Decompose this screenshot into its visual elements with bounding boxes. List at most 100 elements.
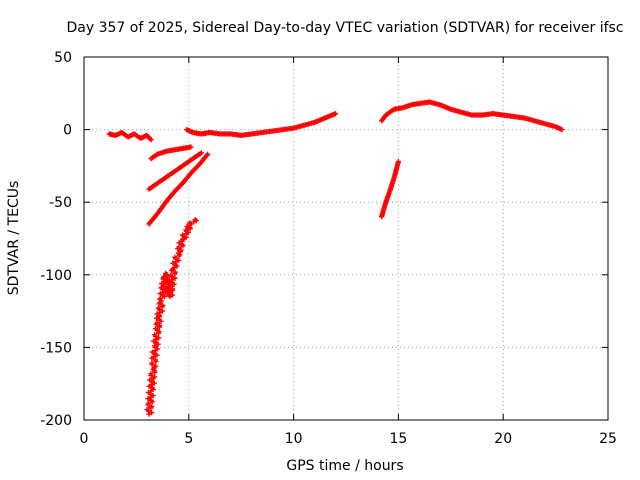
data-point xyxy=(217,131,223,137)
data-point xyxy=(205,151,211,157)
data-point xyxy=(379,214,385,220)
data-point xyxy=(511,113,517,120)
data-point xyxy=(490,111,496,117)
data-point xyxy=(427,99,433,105)
data-point xyxy=(192,217,198,223)
data-marker xyxy=(159,280,165,287)
data-point xyxy=(148,137,154,143)
data-point xyxy=(146,186,152,192)
data-marker xyxy=(159,308,166,314)
data-point xyxy=(469,112,475,118)
data-point xyxy=(479,112,485,118)
data-point xyxy=(196,161,202,168)
data-marker xyxy=(169,286,176,292)
data-marker xyxy=(155,305,161,311)
data-point xyxy=(154,211,160,217)
data-point xyxy=(188,144,194,150)
data-point xyxy=(119,129,125,136)
data-marker xyxy=(151,380,157,386)
segment-steep-rise xyxy=(144,218,199,416)
x-tick-label: 5 xyxy=(184,431,193,447)
data-marker xyxy=(145,400,152,406)
data-point xyxy=(144,132,150,139)
data-point xyxy=(188,221,194,227)
data-marker xyxy=(148,371,154,377)
x-tick-label: 20 xyxy=(494,431,512,447)
data-marker xyxy=(149,349,155,355)
data-point xyxy=(448,106,454,112)
data-point xyxy=(154,327,160,333)
data-point xyxy=(559,127,565,133)
data-point xyxy=(383,112,389,118)
data-point xyxy=(158,298,165,304)
data-point xyxy=(179,163,186,169)
data-point xyxy=(542,121,548,127)
data-marker xyxy=(152,374,158,380)
data-marker xyxy=(156,335,162,341)
chart-title: Day 357 of 2025, Sidereal Day-to-day VTE… xyxy=(66,20,623,36)
data-marker xyxy=(149,360,155,366)
data-point xyxy=(458,109,464,115)
data-point xyxy=(291,125,297,131)
data-marker xyxy=(150,338,157,344)
data-marker xyxy=(168,272,174,278)
data-point xyxy=(163,199,169,205)
data-point xyxy=(167,293,173,300)
y-tick-label: 0 xyxy=(63,123,72,139)
data-point xyxy=(163,270,169,276)
segment-daytime-band xyxy=(185,111,337,138)
data-marker xyxy=(162,280,168,286)
data-point xyxy=(171,169,177,175)
data-point xyxy=(190,129,196,136)
data-point xyxy=(154,151,160,157)
y-tick-label: -100 xyxy=(40,268,72,284)
data-point xyxy=(301,122,307,128)
data-point xyxy=(249,131,255,137)
data-marker xyxy=(160,302,166,308)
data-point xyxy=(179,180,186,186)
data-point xyxy=(408,102,414,108)
data-point xyxy=(521,115,527,121)
data-point xyxy=(154,180,160,186)
data-marker xyxy=(154,320,160,326)
x-tick-label: 15 xyxy=(389,431,407,447)
data-marker xyxy=(176,257,182,263)
data-marker xyxy=(153,315,160,321)
data-point xyxy=(131,131,137,137)
data-point xyxy=(184,127,190,133)
data-point xyxy=(399,105,406,111)
data-point xyxy=(106,131,112,137)
data-marker xyxy=(172,275,178,281)
data-marker xyxy=(176,244,182,250)
data-point xyxy=(532,118,538,124)
data-point xyxy=(146,221,152,227)
data-point xyxy=(311,119,318,125)
data-point xyxy=(125,134,131,140)
data-point xyxy=(391,106,397,112)
data-point xyxy=(150,366,156,372)
data-marker xyxy=(147,377,153,383)
data-point xyxy=(163,174,169,181)
data-point xyxy=(137,135,144,141)
data-point xyxy=(171,264,177,271)
data-marker xyxy=(157,295,164,301)
y-tick-label: 50 xyxy=(54,50,72,66)
x-tick-label: 10 xyxy=(285,431,303,447)
plot-frame xyxy=(83,56,609,421)
data-point xyxy=(179,237,186,243)
data-point xyxy=(437,102,443,108)
data-point xyxy=(270,128,276,134)
data-marker xyxy=(170,260,176,266)
data-marker xyxy=(176,240,182,246)
data-marker xyxy=(152,357,158,363)
data-point xyxy=(112,132,119,139)
data-point xyxy=(146,411,152,417)
data-point xyxy=(171,189,177,195)
data-point xyxy=(188,157,194,163)
data-point xyxy=(259,129,265,136)
data-point xyxy=(198,131,204,137)
data-marker xyxy=(172,254,178,260)
data-marker xyxy=(153,363,159,369)
